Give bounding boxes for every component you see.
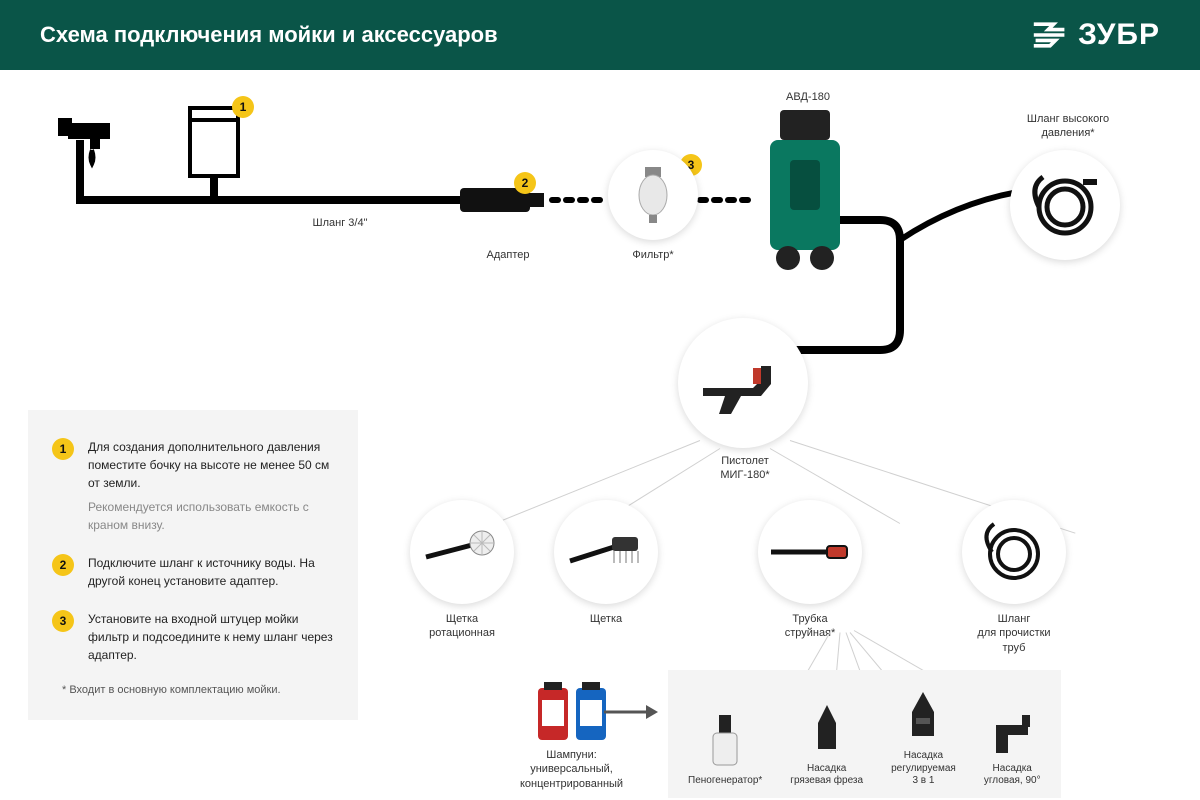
filter-node — [608, 150, 698, 240]
brand-logo: ЗУБР — [1032, 17, 1160, 53]
adapter-label: Адаптер — [478, 248, 538, 262]
hose34-label: Шланг 3/4" — [300, 216, 380, 230]
foam-icon — [705, 713, 745, 769]
unit-label: АВД-180 — [778, 90, 838, 104]
shampoo-label: Шампуни: универсальный, концентрированны… — [520, 748, 623, 791]
lance-icon — [767, 537, 853, 567]
acc-label-1: Щетка — [590, 612, 622, 626]
info-item-1: 1 Для создания дополнительного давления … — [52, 438, 334, 492]
pipe-hose-icon — [974, 512, 1054, 592]
info-text-1: Для создания дополнительного давления по… — [88, 438, 334, 492]
info-text-2: Подключите шланг к источнику воды. На др… — [88, 554, 334, 590]
acc-label-0: Щетка ротационная — [429, 612, 495, 641]
brand-text: ЗУБР — [1078, 18, 1160, 52]
acc-brush: Щетка — [554, 500, 658, 655]
header-bar: Схема подключения мойки и аксессуаров ЗУ… — [0, 0, 1200, 70]
footnote: * Входит в основную комплектацию мойки. — [62, 684, 334, 696]
brand-icon — [1032, 17, 1068, 53]
info-item-2: 2 Подключите шланг к источнику воды. На … — [52, 554, 334, 590]
shampoo-arrow-icon — [600, 700, 660, 724]
adj-nozzle-icon — [908, 688, 938, 744]
acc-pipe-hose: Шланг для прочистки труб — [962, 500, 1066, 655]
brush-icon — [566, 527, 646, 577]
pistol-icon — [693, 348, 793, 418]
header-title: Схема подключения мойки и аксессуаров — [40, 22, 498, 48]
hp-hose-node — [1010, 150, 1120, 260]
nozzle-label-2: Насадка регулируемая 3 в 1 — [891, 750, 956, 788]
pistol-label: Пистолет МИГ-180* — [710, 454, 780, 483]
info-num-1: 1 — [52, 438, 74, 460]
barrel-icon — [190, 108, 238, 176]
shampoo-red-icon — [536, 680, 570, 742]
acc-label-3: Шланг для прочистки труб — [977, 612, 1050, 655]
rot-brush-icon — [422, 527, 502, 577]
dirt-nozzle-icon — [812, 701, 842, 757]
accessory-row: Щетка ротационная Щетка Трубка струйная* — [410, 500, 1066, 655]
nozzle-dirt: Насадка грязевая фреза — [790, 701, 863, 788]
shampoo-group: Шампуни: универсальный, концентрированны… — [520, 680, 623, 791]
angle-nozzle-icon — [990, 701, 1034, 757]
info-text-3: Установите на входной штуцер мойки фильт… — [88, 610, 334, 664]
badge-1: 1 — [232, 96, 254, 118]
info-num-3: 3 — [52, 610, 74, 632]
nozzle-adj: Насадка регулируемая 3 в 1 — [891, 688, 956, 788]
nozzle-label-0: Пеногенератор* — [688, 775, 762, 788]
info-item-3: 3 Установите на входной штуцер мойки фил… — [52, 610, 334, 664]
badge-2: 2 — [514, 172, 536, 194]
hp-hose-icon — [1025, 165, 1105, 245]
nozzle-label-3: Насадка угловая, 90° — [984, 763, 1041, 788]
nozzle-label-1: Насадка грязевая фреза — [790, 763, 863, 788]
filter-icon — [633, 165, 673, 225]
nozzle-foam: Пеногенератор* — [688, 713, 762, 788]
acc-rot-brush: Щетка ротационная — [410, 500, 514, 655]
nozzle-group: Пеногенератор* Насадка грязевая фреза На… — [668, 670, 1061, 798]
pistol-node — [678, 318, 808, 448]
nozzle-angle: Насадка угловая, 90° — [984, 701, 1041, 788]
info-sub-1: Рекомендуется использовать емкость с кра… — [88, 498, 334, 534]
filter-label: Фильтр* — [628, 248, 678, 262]
washer-unit-icon — [770, 110, 840, 270]
hp-hose-label: Шланг высокого давления* — [1018, 112, 1118, 141]
info-box: 1 Для создания дополнительного давления … — [28, 410, 358, 720]
info-num-2: 2 — [52, 554, 74, 576]
